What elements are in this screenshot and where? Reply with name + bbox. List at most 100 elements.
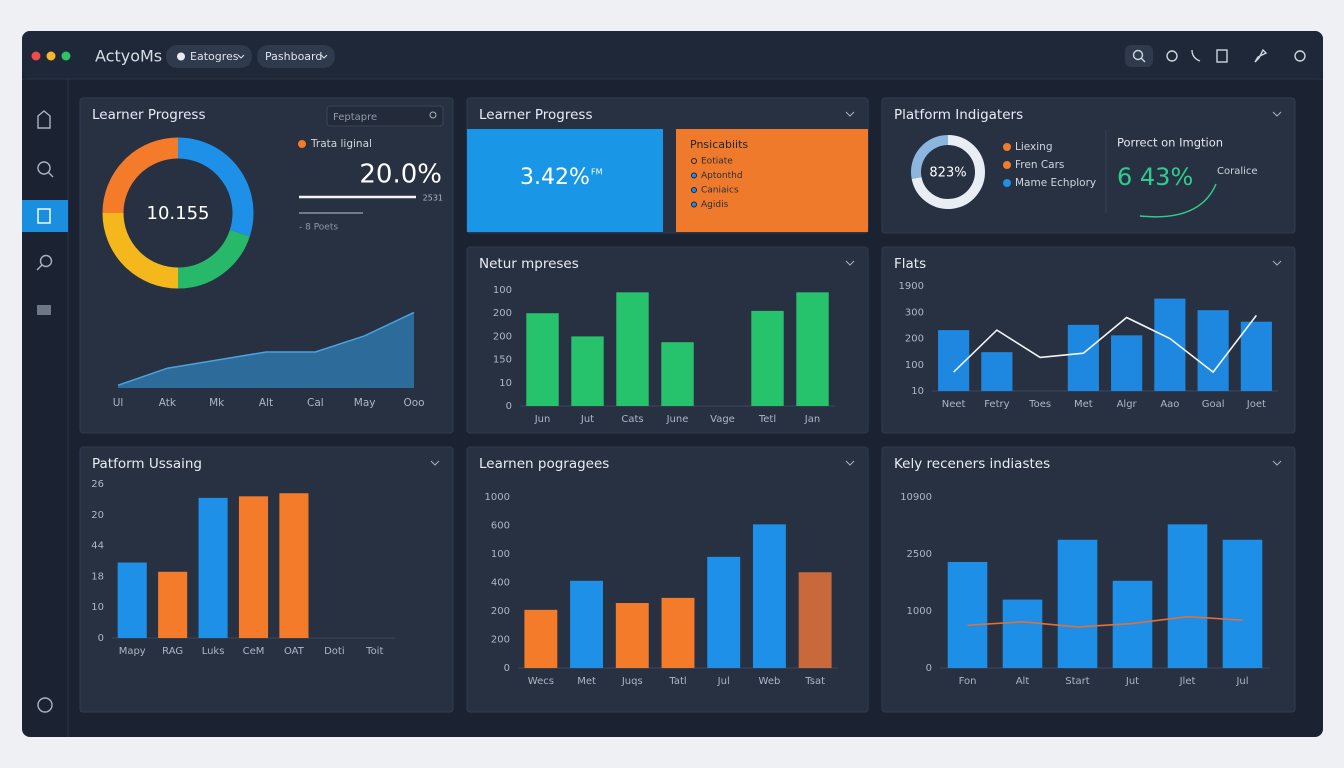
search-placeholder: Feptapre [333, 112, 377, 123]
tab-label[interactable]: Pashboard [265, 50, 322, 63]
toolbar-icon[interactable] [1216, 49, 1228, 63]
y-axis-label: 200 [493, 308, 512, 319]
bar [1154, 298, 1186, 391]
search-button[interactable] [1125, 45, 1153, 67]
area-line [117, 311, 415, 387]
tab-bg[interactable] [166, 45, 252, 68]
x-tick-label: Algr [1117, 399, 1138, 410]
toolbar-icon[interactable] [1191, 49, 1201, 62]
x-tick-label: Ul [113, 397, 124, 409]
panel-title: Netur mpreses [479, 256, 579, 272]
kpi-note: 2531 [423, 194, 443, 203]
bar [938, 330, 970, 391]
panel-title: Platform Indigaters [894, 107, 1023, 123]
tab-label[interactable]: Eatogres [190, 50, 239, 63]
x-tick-label: Jut [1125, 676, 1139, 687]
app-name: ActyoMs [95, 47, 162, 66]
tab[interactable]: Pashboard [257, 45, 335, 68]
window-dot[interactable] [61, 51, 71, 61]
bar [1057, 539, 1098, 668]
y-axis-label: 200 [491, 635, 510, 646]
x-tick-label: Alt [259, 397, 273, 409]
line-series [953, 314, 1258, 374]
tab[interactable]: Eatogres [166, 45, 252, 68]
x-tick-label: Web [759, 676, 781, 687]
kpi-footnote: - 8 Poets [299, 223, 338, 233]
metric-value: 3.42% [520, 165, 590, 190]
bar [1111, 335, 1143, 391]
x-tick-label: Mapy [119, 646, 146, 657]
panel-menu[interactable] [845, 460, 855, 466]
x-tick-label: Atk [159, 397, 177, 409]
donut-segment [102, 212, 179, 289]
panel-menu[interactable] [430, 460, 440, 466]
y-axis-label: 100 [905, 360, 924, 371]
x-tick-label: Jlet [1179, 676, 1196, 687]
x-tick-label: Jut [580, 414, 594, 425]
x-tick-label: June [666, 414, 689, 425]
legend-swatch [298, 140, 306, 148]
panel-title: Learner Progress [479, 107, 593, 123]
nav-settings[interactable] [37, 697, 53, 713]
x-tick-label: Luks [202, 646, 225, 657]
card-item-dot [691, 201, 697, 208]
bar [796, 292, 829, 406]
bar [1167, 524, 1208, 668]
x-tick-label: Start [1065, 676, 1090, 687]
bar [798, 572, 832, 668]
kpi-value: 6 43% [1117, 163, 1193, 191]
nav-icon[interactable] [47, 171, 54, 178]
nav-icon[interactable] [36, 264, 43, 271]
kpi-note: Coralice [1217, 166, 1258, 177]
legend-swatch [1003, 179, 1011, 187]
settings-icon[interactable] [1294, 50, 1306, 62]
bar [707, 556, 741, 668]
legend-label: Fren Cars [1015, 159, 1064, 171]
nav-icon[interactable] [39, 254, 53, 268]
nav-active[interactable] [22, 200, 68, 232]
area-fill [118, 312, 414, 388]
card-item: Aptonthd [701, 171, 743, 181]
x-tick-label: Juqs [621, 676, 643, 687]
window-dot[interactable] [31, 51, 41, 61]
search-box[interactable] [326, 105, 444, 127]
y-axis-label: 1900 [899, 281, 924, 292]
search-icon[interactable] [1132, 49, 1144, 61]
kpi-value: 20.0% [359, 160, 442, 190]
x-tick-label: Tatl [668, 676, 686, 687]
bar [238, 496, 269, 638]
nav-icon[interactable] [37, 208, 51, 224]
bar [615, 603, 649, 668]
legend-label: Mame Echplory [1015, 177, 1096, 189]
x-tick-label: Ooo [403, 397, 424, 409]
tab-bg[interactable] [257, 45, 335, 68]
search-icon[interactable] [429, 111, 437, 119]
toolbar-icon[interactable] [1166, 50, 1178, 62]
y-axis-label: 10 [499, 378, 512, 389]
window-dot[interactable] [46, 51, 56, 61]
nav-icon[interactable] [37, 305, 51, 315]
panel-menu[interactable] [1272, 260, 1282, 266]
nav-icon[interactable] [37, 161, 51, 175]
toolbar-icon[interactable] [1254, 48, 1268, 63]
x-tick-label: Met [1074, 399, 1093, 410]
panel-menu[interactable] [845, 260, 855, 266]
x-tick-label: Jun [534, 414, 551, 425]
y-axis-label: 10 [91, 602, 104, 613]
x-tick-label: OAT [284, 646, 305, 657]
donut-segment [177, 137, 254, 237]
x-tick-label: Fon [959, 676, 977, 687]
x-tick-label: Neet [942, 399, 966, 410]
bar [981, 352, 1013, 391]
nav-icon[interactable] [37, 110, 51, 129]
line-series [967, 615, 1243, 628]
panel-menu[interactable] [1272, 111, 1282, 117]
bar [571, 336, 604, 406]
card-item-dot [691, 187, 697, 193]
panel-menu[interactable] [1272, 460, 1282, 466]
search-icon[interactable] [1140, 57, 1146, 63]
panel-menu[interactable] [845, 111, 855, 117]
legend-swatch [1003, 161, 1011, 169]
donut-center-label: 10.155 [147, 203, 210, 224]
y-axis-label: 44 [91, 541, 104, 552]
